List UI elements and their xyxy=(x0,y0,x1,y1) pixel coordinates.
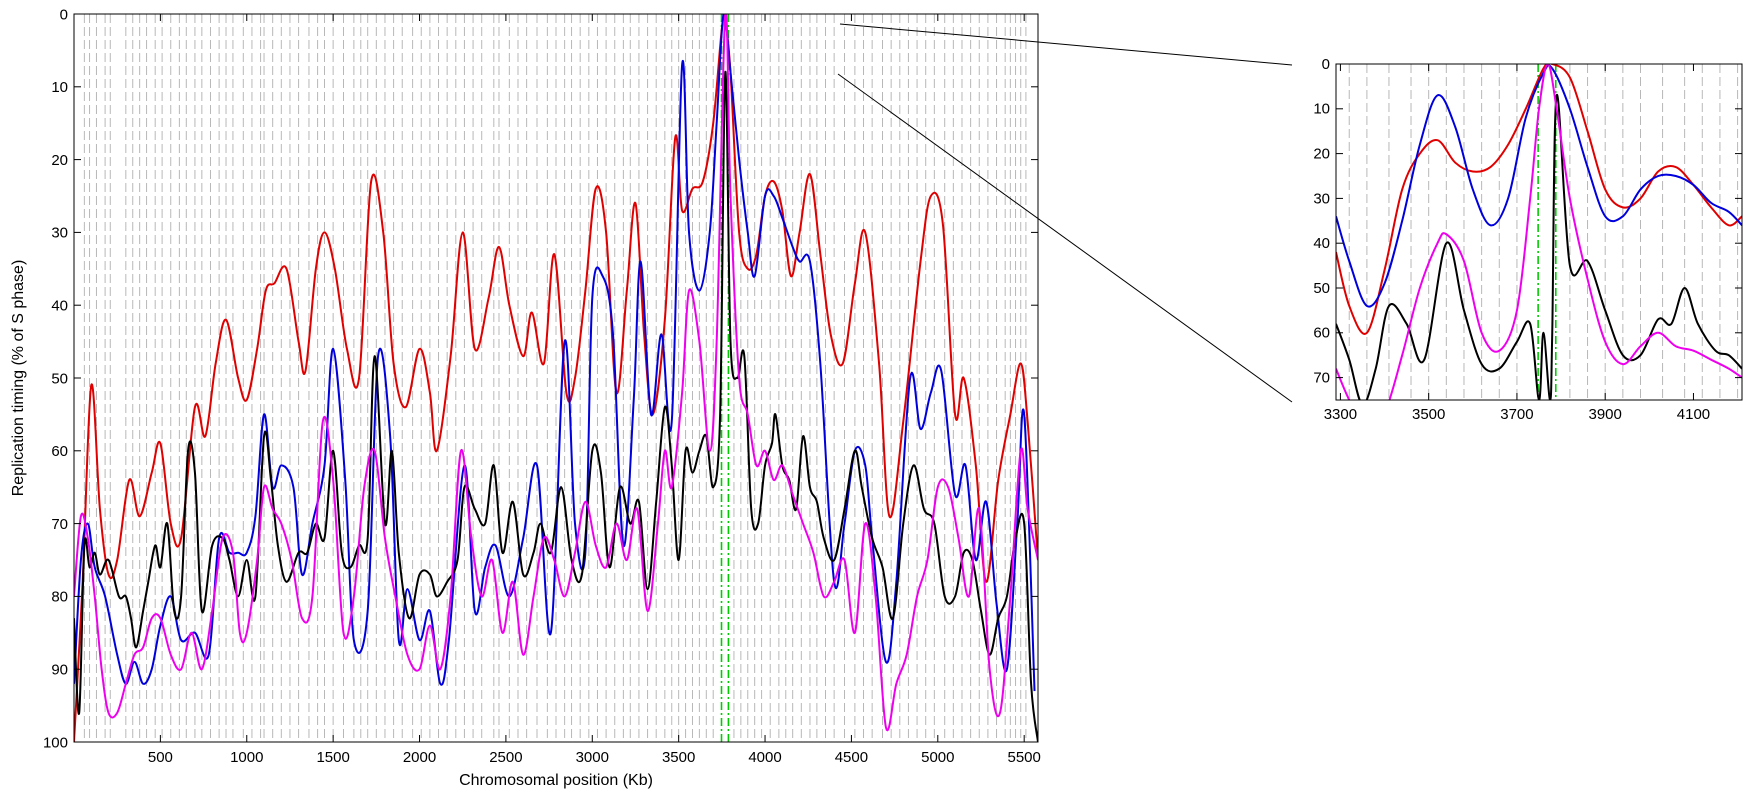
inset-x-tick-label: 3300 xyxy=(1324,406,1357,423)
inset-y-tick-label: 0 xyxy=(1322,56,1330,73)
inset-y-tick-label: 50 xyxy=(1313,280,1330,297)
inset-y-ticks: 0 10 20 30 40 50 60 70 xyxy=(1313,56,1742,387)
inset-x-tick-label: 3500 xyxy=(1412,406,1445,423)
inset-x-tick-label: 3900 xyxy=(1589,406,1622,423)
main-x-tick-label: 5500 xyxy=(1007,749,1040,766)
inset-y-tick-label: 70 xyxy=(1313,370,1330,387)
inset-y-tick-label: 10 xyxy=(1313,101,1330,118)
inset-series-line-3 xyxy=(1336,64,1742,400)
main-x-ticks: 500 1000 1500 2000 2500 3000 3500 4000 4500 5000 5… xyxy=(148,14,1041,766)
inset-x-ticks: 3300 3500 3700 3900 4100 xyxy=(1324,64,1710,423)
main-series-line-0 xyxy=(74,14,1038,742)
main-x-tick-label: 500 xyxy=(148,749,173,766)
main-series-line-2 xyxy=(74,71,1038,742)
inset-series-line-1 xyxy=(1336,64,1742,308)
main-x-tick-label: 1500 xyxy=(316,749,349,766)
inset-series-line-0 xyxy=(1336,64,1742,335)
main-series-line-1 xyxy=(74,14,1036,692)
inset-y-tick-label: 60 xyxy=(1313,325,1330,342)
main-series-line-3 xyxy=(74,14,1038,732)
main-x-tick-label: 5000 xyxy=(921,749,954,766)
inset-y-tick-label: 40 xyxy=(1313,235,1330,252)
main-y-axis-label: Replication timing (% of S phase) xyxy=(10,260,27,497)
main-y-tick-label: 100 xyxy=(43,734,68,751)
main-x-tick-label: 3500 xyxy=(662,749,695,766)
main-y-tick-label: 0 xyxy=(60,6,68,23)
main-y-tick-label: 50 xyxy=(51,370,68,387)
main-y-tick-label: 80 xyxy=(51,589,68,606)
main-x-tick-label: 3000 xyxy=(576,749,609,766)
main-y-tick-label: 70 xyxy=(51,516,68,533)
inset-chart: 3300 3500 3700 3900 4100 0 10 20 30 40 50 60 70 xyxy=(1313,56,1743,423)
main-y-tick-label: 90 xyxy=(51,661,68,678)
main-y-tick-label: 60 xyxy=(51,443,68,460)
inset-plot-border xyxy=(1335,63,1743,401)
zoom-connector-top xyxy=(839,23,1293,66)
main-chart: 500 1000 1500 2000 2500 3000 3500 4000 4500 5000 5… xyxy=(10,6,1041,789)
inset-y-tick-label: 20 xyxy=(1313,146,1330,163)
inset-series-line-2 xyxy=(1336,94,1742,400)
main-y-ticks: 0 10 20 30 40 50 60 70 80 90 100 xyxy=(43,6,1038,751)
main-y-tick-label: 20 xyxy=(51,152,68,169)
main-y-tick-label: 30 xyxy=(51,225,68,242)
inset-series-group xyxy=(1336,64,1742,400)
main-x-tick-label: 4500 xyxy=(835,749,868,766)
inset-x-tick-label: 4100 xyxy=(1677,406,1710,423)
zoom-connector-bottom xyxy=(837,73,1293,403)
main-x-tick-label: 4000 xyxy=(748,749,781,766)
main-x-tick-label: 2500 xyxy=(489,749,522,766)
main-y-tick-label: 40 xyxy=(51,297,68,314)
main-y-tick-label: 10 xyxy=(51,79,68,96)
inset-y-tick-label: 30 xyxy=(1313,190,1330,207)
main-series-group xyxy=(74,14,1038,742)
main-x-tick-label: 2000 xyxy=(403,749,436,766)
inset-x-tick-label: 3700 xyxy=(1500,406,1533,423)
main-x-tick-label: 1000 xyxy=(230,749,263,766)
inset-plot-frame xyxy=(1335,63,1743,401)
main-x-axis-label: Chromosomal position (Kb) xyxy=(459,772,653,789)
